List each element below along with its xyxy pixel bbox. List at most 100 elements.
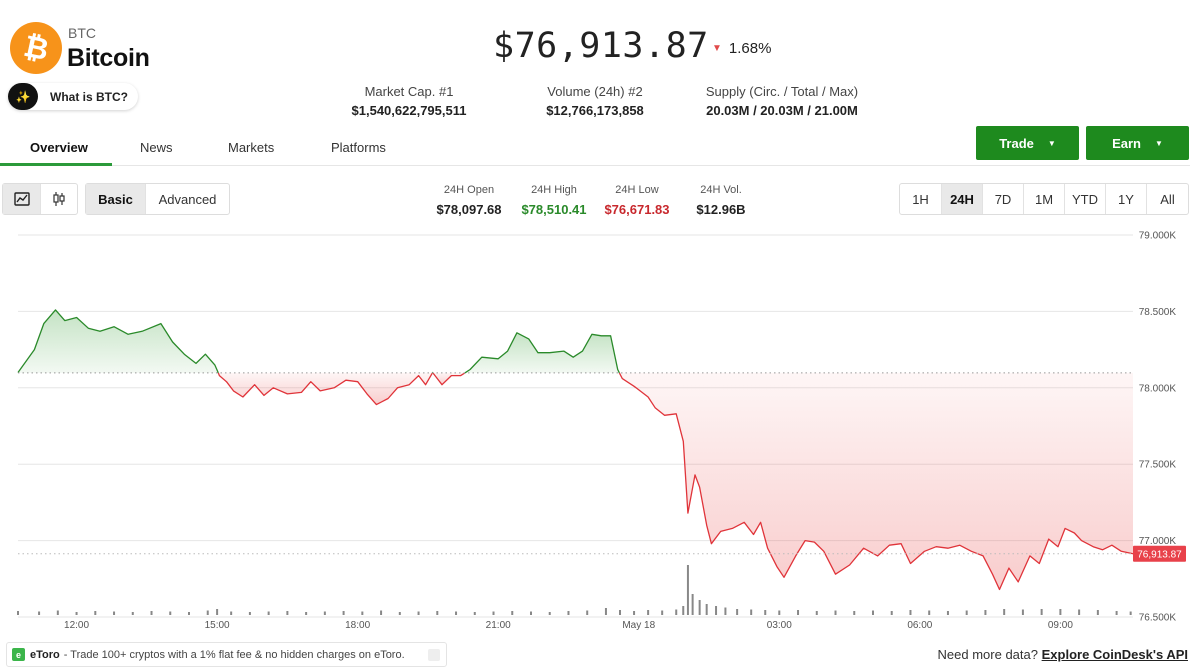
volume-bar (604, 608, 607, 615)
range-7d[interactable]: 7D (982, 184, 1023, 214)
volume-bar (267, 611, 270, 615)
volume-stat: Volume (24h) #2 $12,766,173,858 (530, 84, 660, 118)
volume-bar (398, 612, 401, 615)
current-price-label: 76,913.87 (1137, 549, 1182, 560)
etoro-logo-icon: e (12, 648, 25, 661)
range-24h[interactable]: 24H (941, 184, 982, 214)
volume-bar (724, 607, 727, 615)
supply-stat: Supply (Circ. / Total / Max) 20.03M / 20… (688, 84, 876, 118)
volume-bar (928, 610, 931, 615)
stat-label: 24H High (531, 184, 577, 196)
time-range-selector: 1H 24H 7D 1M YTD 1Y All (899, 183, 1189, 215)
volume-bar (1115, 611, 1118, 615)
range-all[interactable]: All (1146, 184, 1188, 214)
close-icon[interactable] (428, 649, 440, 661)
x-tick-label: 03:00 (767, 620, 792, 631)
volume-bar (17, 611, 19, 615)
coindesk-api-link[interactable]: Explore CoinDesk's API (1041, 647, 1188, 662)
volume-bar (675, 609, 678, 615)
loss-area (619, 372, 1133, 590)
volume-bar (750, 609, 753, 615)
volume-bar (1078, 609, 1081, 615)
x-tick-label: May 18 (622, 620, 655, 631)
volume-bar (150, 611, 153, 615)
price-line-down (217, 372, 433, 406)
volume-bar (1021, 609, 1024, 615)
active-tab-indicator (0, 163, 112, 166)
volume-bar (56, 610, 59, 615)
stat-value: $12.96B (696, 202, 746, 217)
volume-bar (633, 611, 636, 615)
open-stat: 24H Open $78,097.68 (430, 184, 508, 217)
price-line-down (618, 372, 1134, 591)
x-tick-label: 12:00 (64, 620, 89, 631)
range-1m[interactable]: 1M (1023, 184, 1064, 214)
earn-label: Earn (1112, 135, 1141, 151)
price-change: ▼ 1.68% (712, 40, 771, 57)
volume-bar (529, 611, 532, 615)
range-1y[interactable]: 1Y (1105, 184, 1146, 214)
what-is-btc-button[interactable]: ✨ What is BTC? (8, 83, 138, 110)
coin-name: Bitcoin (67, 44, 150, 72)
price-chart[interactable]: 79.000K 78.500K 78.000K 77.500K 77.000K 76.50… (0, 225, 1200, 640)
volume-bar (946, 611, 949, 615)
trade-button[interactable]: Trade ▼ (976, 126, 1079, 160)
stat-label: 24H Vol. (700, 184, 742, 196)
gain-area (18, 309, 219, 373)
volume-bar (248, 612, 251, 615)
volume-bar (965, 610, 968, 615)
mode-advanced[interactable]: Advanced (145, 184, 229, 214)
tab-news[interactable]: News (140, 140, 173, 155)
chevron-down-icon: ▼ (1047, 138, 1056, 148)
y-tick-label: 77.500K (1139, 460, 1177, 471)
volume-bar (455, 611, 458, 615)
volume-bar (1040, 609, 1043, 615)
volume-bar (361, 611, 364, 615)
volume-bar (75, 612, 78, 615)
earn-button[interactable]: Earn ▼ (1086, 126, 1189, 160)
stat-value: $12,766,173,858 (546, 103, 644, 118)
y-tick-label: 78.000K (1139, 383, 1177, 394)
volume-bar (511, 611, 514, 615)
volume-bar (38, 611, 41, 615)
line-chart-icon[interactable] (3, 184, 41, 214)
market-cap-stat: Market Cap. #1 $1,540,622,795,511 (340, 84, 478, 118)
price-change-value: 1.68% (728, 40, 772, 57)
tab-platforms[interactable]: Platforms (331, 140, 386, 155)
volume-bar (705, 604, 708, 615)
volume-bar (1129, 611, 1132, 615)
volume-bar (230, 611, 233, 615)
volume-bar (682, 606, 685, 615)
volume-bar (567, 611, 570, 615)
volume-bar (323, 611, 326, 615)
volume-bar (1096, 610, 1099, 615)
volume-bar (984, 610, 987, 615)
volume-bar (834, 610, 837, 615)
stat-value: $78,097.68 (436, 202, 502, 217)
y-tick-label: 79.000K (1139, 231, 1177, 242)
etoro-banner[interactable]: e eToro - Trade 100+ cryptos with a 1% f… (6, 642, 447, 667)
stat-label: 24H Low (615, 184, 659, 196)
coin-ticker: BTC (68, 25, 96, 41)
tab-markets[interactable]: Markets (228, 140, 275, 155)
what-is-label: What is BTC? (50, 89, 128, 104)
volume-bar (619, 610, 622, 615)
volume-bar (661, 610, 664, 615)
price-line-down (432, 372, 466, 386)
range-1h[interactable]: 1H (912, 191, 929, 207)
volume-bar (909, 610, 912, 615)
range-ytd[interactable]: YTD (1064, 184, 1105, 214)
stat-value: $1,540,622,795,511 (351, 103, 467, 118)
volume-bar (698, 600, 701, 615)
price-line-up (17, 309, 219, 374)
more-data: Need more data? Explore CoinDesk's API (938, 647, 1188, 662)
x-tick-label: 09:00 (1048, 620, 1073, 631)
tab-overview[interactable]: Overview (30, 140, 88, 155)
volume-bar (216, 609, 219, 615)
mode-basic[interactable]: Basic (86, 184, 145, 214)
candlestick-icon[interactable] (40, 184, 77, 214)
stat-label: 24H Open (443, 184, 495, 196)
volume-bar (473, 612, 476, 615)
tab-bar: Overview News Markets Platforms (0, 128, 1190, 166)
volume-bar (778, 610, 781, 615)
